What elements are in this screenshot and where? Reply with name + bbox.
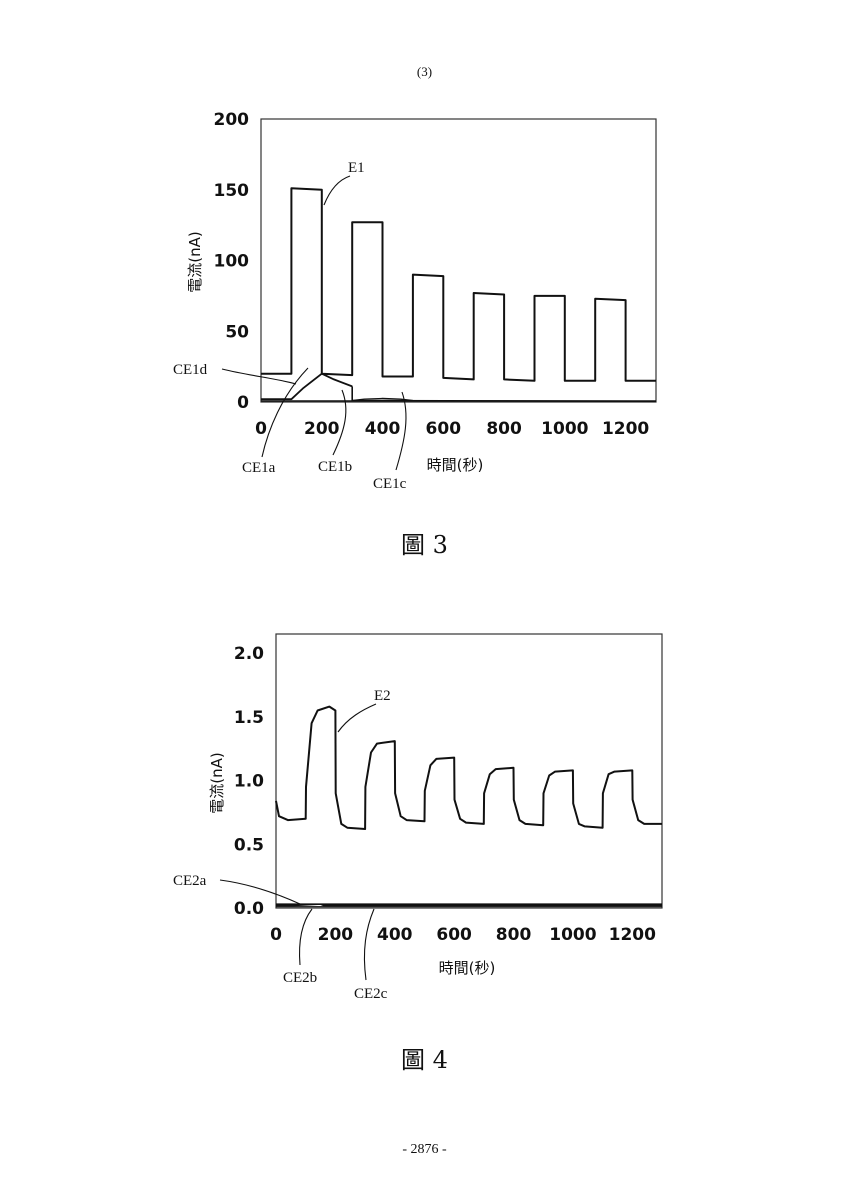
y-tick-label: 100 [214,252,250,272]
x-tick-label: 400 [377,925,413,945]
annotation-ce2a: CE2a [173,873,207,889]
y-axis-label: 電流(nA) [208,752,226,813]
page-footer: - 2876 - [402,1142,447,1157]
y-tick-label: 1.5 [234,708,264,728]
x-tick-label: 600 [436,925,472,945]
y-tick-label: 0.0 [234,899,264,919]
figure-3-caption: 圖 3 [401,531,448,559]
annotation-leader-line [261,367,309,458]
figure-3-chart: 0 200 400 600 800 1000 1200 0 50 100 150 200 時間(秒) 電流… [173,110,657,492]
plot-frame [260,118,657,403]
y-tick-label: 0.5 [234,835,264,855]
figure-4-chart: 0 200 400 600 800 1000 1200 0.0 0.5 1.0 1.5 2.0 時間(秒… [173,633,663,1002]
annotation-ce2b: CE2b [283,970,317,986]
annotation-leader-line [395,391,407,471]
x-tick-label: 600 [426,419,462,439]
y-tick-label: 2.0 [234,644,264,664]
x-tick-label: 800 [486,419,522,439]
annotation-ce1a: CE1a [242,460,276,476]
y-axis-label: 電流(nA) [186,231,204,292]
y-tick-label: 50 [225,322,249,342]
annotation-ce2c: CE2c [354,986,388,1002]
series-ce1a-line [261,372,353,401]
x-tick-label: 800 [496,925,532,945]
series-e1-line [261,187,656,382]
y-tick-label: 1.0 [234,772,264,792]
annotation-e2: E2 [374,688,391,704]
annotation-ce1d: CE1d [173,362,208,378]
y-tick-label: 0 [237,393,249,413]
annotation-leader-line [363,908,375,981]
x-tick-label: 200 [304,419,340,439]
annotation-e1: E1 [348,160,365,176]
annotation-ce1b: CE1b [318,459,352,475]
annotation-leader-line [337,703,377,733]
series-ce1c-line [352,397,413,402]
x-tick-label: 200 [318,925,354,945]
x-tick-label: 0 [270,925,282,945]
x-tick-label: 1000 [549,925,596,945]
annotation-leader-line [221,368,297,385]
annotation-leader-line [219,879,301,905]
annotation-leader-line [298,908,313,966]
y-tick-label: 200 [214,110,250,130]
x-tick-label: 1200 [602,419,649,439]
annotation-leader-line [332,389,347,456]
x-axis-label: 時間(秒) [427,456,484,474]
x-tick-label: 1200 [609,925,656,945]
x-axis-label: 時間(秒) [439,959,496,977]
plot-frame [275,633,663,909]
x-tick-label: 400 [365,419,401,439]
x-tick-label: 1000 [541,419,588,439]
series-e2-line [275,705,662,830]
y-tick-label: 150 [214,181,250,201]
series-ce2b-line [276,903,662,907]
page-header: (3) [416,64,433,79]
annotation-ce1c: CE1c [373,476,407,492]
figure-4-caption: 圖 4 [401,1046,448,1074]
annotation-leader-line [323,175,351,206]
x-tick-label: 0 [255,419,267,439]
